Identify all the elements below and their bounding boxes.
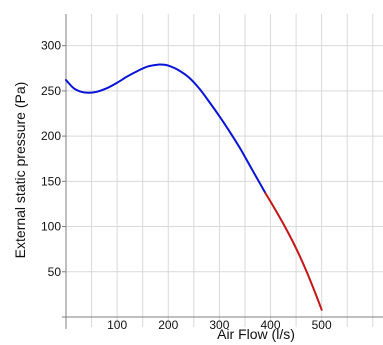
axes <box>62 14 383 329</box>
x-tick-label: 200 <box>158 318 178 332</box>
y-tick-label: 300 <box>41 39 61 53</box>
series-group <box>65 63 323 311</box>
tick-labels: 50 100 150 200 250 300 100 200 300 400 500 <box>41 39 332 332</box>
series-line-red <box>264 192 323 311</box>
y-tick-label: 250 <box>41 84 61 98</box>
x-tick-label: 400 <box>261 318 281 332</box>
x-tick-label: 500 <box>312 318 332 332</box>
y-axis-label: External static pressure (Pa) <box>12 82 28 259</box>
y-tick-label: 100 <box>41 220 61 234</box>
y-tick-label: 50 <box>48 265 62 279</box>
series-line-blue <box>65 63 267 195</box>
y-tick-label: 150 <box>41 174 61 188</box>
y-tick-label: 200 <box>41 129 61 143</box>
x-tick-label: 100 <box>107 318 127 332</box>
x-axis-label: Air Flow (l/s) <box>217 326 295 342</box>
grid <box>66 14 383 327</box>
x-tick-label: 300 <box>209 318 229 332</box>
